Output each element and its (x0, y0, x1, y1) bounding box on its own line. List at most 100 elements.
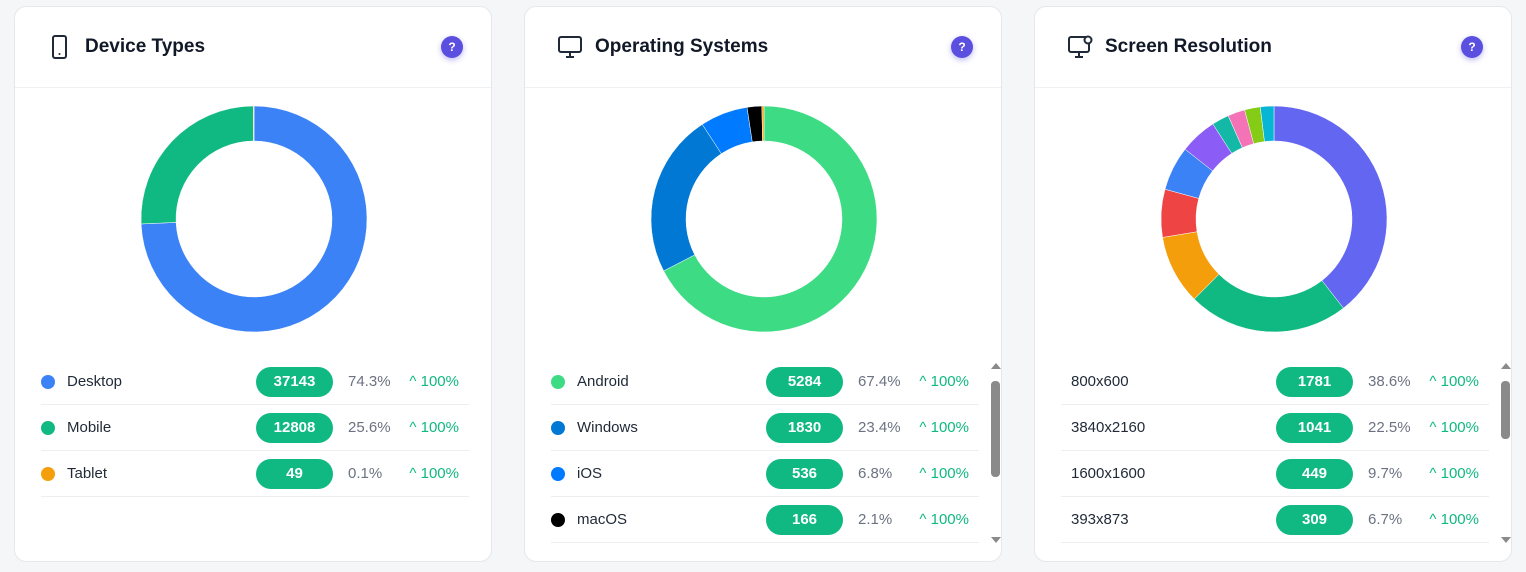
donut-slice-3840x2160[interactable] (1193, 273, 1344, 333)
list-item[interactable]: Android 5284 67.4% ^ 100% (551, 359, 979, 405)
change-indicator: ^ 100% (919, 511, 969, 528)
percent: 9.7% (1368, 465, 1403, 482)
legend-dot (551, 466, 565, 481)
count-badge: 1041 (1276, 412, 1353, 443)
help-button[interactable]: ? (1461, 36, 1483, 58)
card-title: Device Types (85, 36, 206, 57)
percent: 23.4% (858, 419, 901, 436)
percent: 25.6% (348, 419, 391, 436)
legend-dot (41, 374, 55, 389)
chevron-up-icon: ^ (409, 465, 421, 482)
list-item[interactable]: macOS 166 2.1% ^ 100% (551, 497, 979, 543)
change-indicator: ^ 100% (919, 465, 969, 482)
chevron-up-icon: ^ (1429, 465, 1441, 482)
tablet-icon (52, 35, 67, 59)
legend-dot (551, 374, 565, 389)
count-badge: 37143 (256, 366, 333, 397)
legend-list: Desktop 37143 74.3% ^ 100% Mobile 12808 … (41, 359, 469, 497)
card-header: Screen Resolution ? (1035, 7, 1511, 88)
count-badge: 49 (256, 458, 333, 489)
chevron-up-icon: ^ (1429, 373, 1441, 390)
card-title: Screen Resolution (1105, 36, 1272, 57)
legend-dot (551, 512, 565, 527)
count-badge: 449 (1276, 458, 1353, 489)
help-button[interactable]: ? (951, 36, 973, 58)
donut-chart (140, 105, 368, 333)
card-header: Operating Systems ? (525, 7, 1001, 88)
percent: 0.1% (348, 465, 383, 482)
scrollbar[interactable] (989, 363, 1001, 543)
donut-chart (650, 105, 878, 333)
change-indicator: ^ 100% (919, 419, 969, 436)
donut-slice-other-9[interactable] (1259, 105, 1275, 142)
item-label: Mobile (67, 419, 112, 436)
change-indicator: ^ 100% (409, 465, 459, 482)
chevron-up-icon: ^ (919, 511, 931, 528)
change-indicator: ^ 100% (1429, 373, 1479, 390)
change-indicator: ^ 100% (409, 419, 459, 436)
donut-slice-desktop[interactable] (140, 105, 368, 333)
legend-dot (551, 420, 565, 435)
legend-list: 800x600 1781 38.6% ^ 100% 3840x2160 1041… (1061, 359, 1489, 543)
chevron-up-icon: ^ (919, 419, 931, 436)
chevron-up-icon: ^ (409, 419, 421, 436)
card-operating-systems: Operating Systems ? Android 5284 67.4% ^… (524, 6, 1002, 562)
change-indicator: ^ 100% (1429, 511, 1479, 528)
count-badge: 12808 (256, 412, 333, 443)
count-badge: 1781 (1276, 366, 1353, 397)
count-badge: 536 (766, 458, 843, 489)
percent: 67.4% (858, 373, 901, 390)
legend-dot (41, 420, 55, 435)
item-label: 800x600 (1071, 373, 1129, 390)
donut-chart (1160, 105, 1388, 333)
list-item[interactable]: 1600x1600 449 9.7% ^ 100% (1061, 451, 1489, 497)
chevron-up-icon: ^ (1429, 511, 1441, 528)
item-label: 3840x2160 (1071, 419, 1146, 436)
change-indicator: ^ 100% (919, 373, 969, 390)
chevron-up-icon: ^ (919, 373, 931, 390)
count-badge: 166 (766, 504, 843, 535)
item-label: 393x873 (1071, 511, 1129, 528)
donut-slice-800x600[interactable] (1273, 105, 1388, 309)
item-label: Android (577, 373, 629, 390)
item-label: Windows (577, 419, 638, 436)
legend-dot (41, 466, 55, 481)
donut-slice-windows[interactable] (650, 124, 722, 272)
monitor-settings-icon (1068, 35, 1093, 58)
chevron-up-icon: ^ (919, 465, 931, 482)
percent: 6.8% (858, 465, 893, 482)
help-button[interactable]: ? (441, 36, 463, 58)
card-screen-resolution: Screen Resolution ? 800x600 1781 38.6% ^… (1034, 6, 1512, 562)
list-item[interactable]: 393x873 309 6.7% ^ 100% (1061, 497, 1489, 543)
item-label: macOS (577, 511, 628, 528)
list-item[interactable]: 800x600 1781 38.6% ^ 100% (1061, 359, 1489, 405)
donut-slice-mobile[interactable] (140, 105, 254, 225)
percent: 74.3% (348, 373, 391, 390)
scrollbar[interactable] (1499, 363, 1511, 543)
list-item[interactable]: Windows 1830 23.4% ^ 100% (551, 405, 979, 451)
item-label: Tablet (67, 465, 108, 482)
donut-slice-tablet[interactable] (253, 105, 255, 142)
list-item[interactable]: 3840x2160 1041 22.5% ^ 100% (1061, 405, 1489, 451)
percent: 38.6% (1368, 373, 1411, 390)
donut-slice-other-4[interactable] (761, 105, 765, 142)
percent: 6.7% (1368, 511, 1403, 528)
count-badge: 5284 (766, 366, 843, 397)
change-indicator: ^ 100% (1429, 419, 1479, 436)
item-label: 1600x1600 (1071, 465, 1146, 482)
donut-slice-android[interactable] (663, 105, 878, 333)
list-item[interactable]: Desktop 37143 74.3% ^ 100% (41, 359, 469, 405)
item-label: Desktop (67, 373, 123, 390)
change-indicator: ^ 100% (1429, 465, 1479, 482)
list-item[interactable]: Mobile 12808 25.6% ^ 100% (41, 405, 469, 451)
legend-list: Android 5284 67.4% ^ 100% Windows 1830 2… (551, 359, 979, 543)
monitor-icon (558, 36, 582, 58)
list-item[interactable]: Tablet 49 0.1% ^ 100% (41, 451, 469, 497)
card-header: Device Types ? (15, 7, 491, 88)
percent: 2.1% (858, 511, 893, 528)
change-indicator: ^ 100% (409, 373, 459, 390)
item-label: iOS (577, 465, 603, 482)
percent: 22.5% (1368, 419, 1411, 436)
count-badge: 309 (1276, 504, 1353, 535)
list-item[interactable]: iOS 536 6.8% ^ 100% (551, 451, 979, 497)
